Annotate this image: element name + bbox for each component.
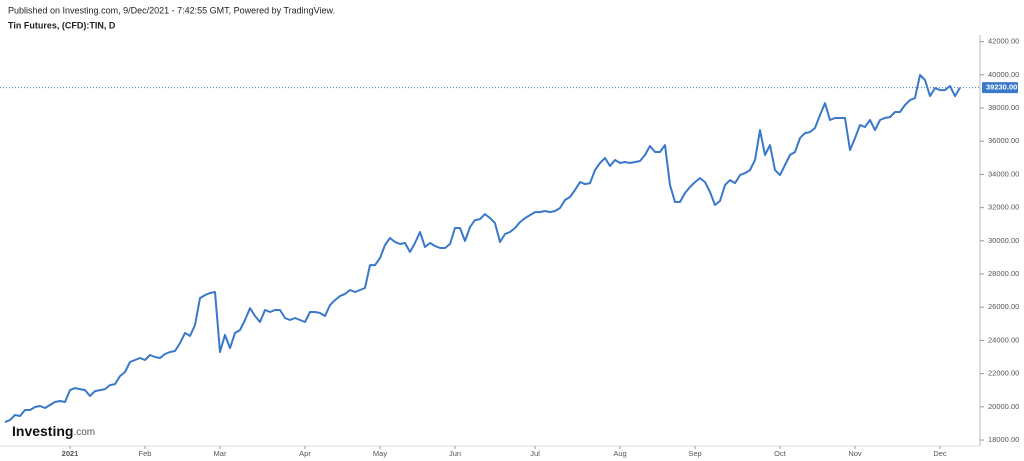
- y-tick-label: 24000.00: [988, 335, 1019, 344]
- x-tick-label: Aug: [613, 449, 626, 458]
- x-tick-label: Feb: [139, 449, 152, 458]
- logo: Investing.com: [12, 423, 95, 439]
- y-tick-label: 18000.00: [988, 435, 1019, 444]
- y-tick-label: 26000.00: [988, 302, 1019, 311]
- x-tick-label: Oct: [774, 449, 787, 458]
- x-tick-label: Jul: [530, 449, 540, 458]
- price-line: [4, 74, 961, 424]
- x-tick-label: Nov: [848, 449, 862, 458]
- instrument-title: Tin Futures, (CFD):TIN, D: [8, 20, 116, 30]
- logo-name: Investing: [12, 423, 73, 439]
- x-tick-label: Jun: [449, 449, 461, 458]
- x-tick-label: 2021: [62, 449, 79, 458]
- x-tick-label: May: [373, 449, 387, 458]
- y-tick-label: 34000.00: [988, 169, 1019, 178]
- y-tick-label: 38000.00: [988, 103, 1019, 112]
- y-tick-label: 42000.00: [988, 37, 1019, 46]
- y-tick-label: 20000.00: [988, 402, 1019, 411]
- published-note: Published on Investing.com, 9/Dec/2021 -…: [8, 5, 335, 15]
- x-tick-label: Mar: [214, 449, 227, 458]
- y-tick-label: 22000.00: [988, 369, 1019, 378]
- x-tick-label: Apr: [299, 449, 311, 458]
- y-tick-label: 30000.00: [988, 236, 1019, 245]
- last-price-box: [982, 82, 1018, 94]
- x-tick-label: Dec: [933, 449, 947, 458]
- y-tick-label: 36000.00: [988, 136, 1019, 145]
- y-tick-label: 40000.00: [988, 70, 1019, 79]
- y-tick-label: 32000.00: [988, 203, 1019, 212]
- last-price-label: 39230.00: [986, 83, 1017, 92]
- y-tick-label: 28000.00: [988, 269, 1019, 278]
- logo-suffix: .com: [73, 427, 95, 438]
- x-tick-label: Sep: [688, 449, 701, 458]
